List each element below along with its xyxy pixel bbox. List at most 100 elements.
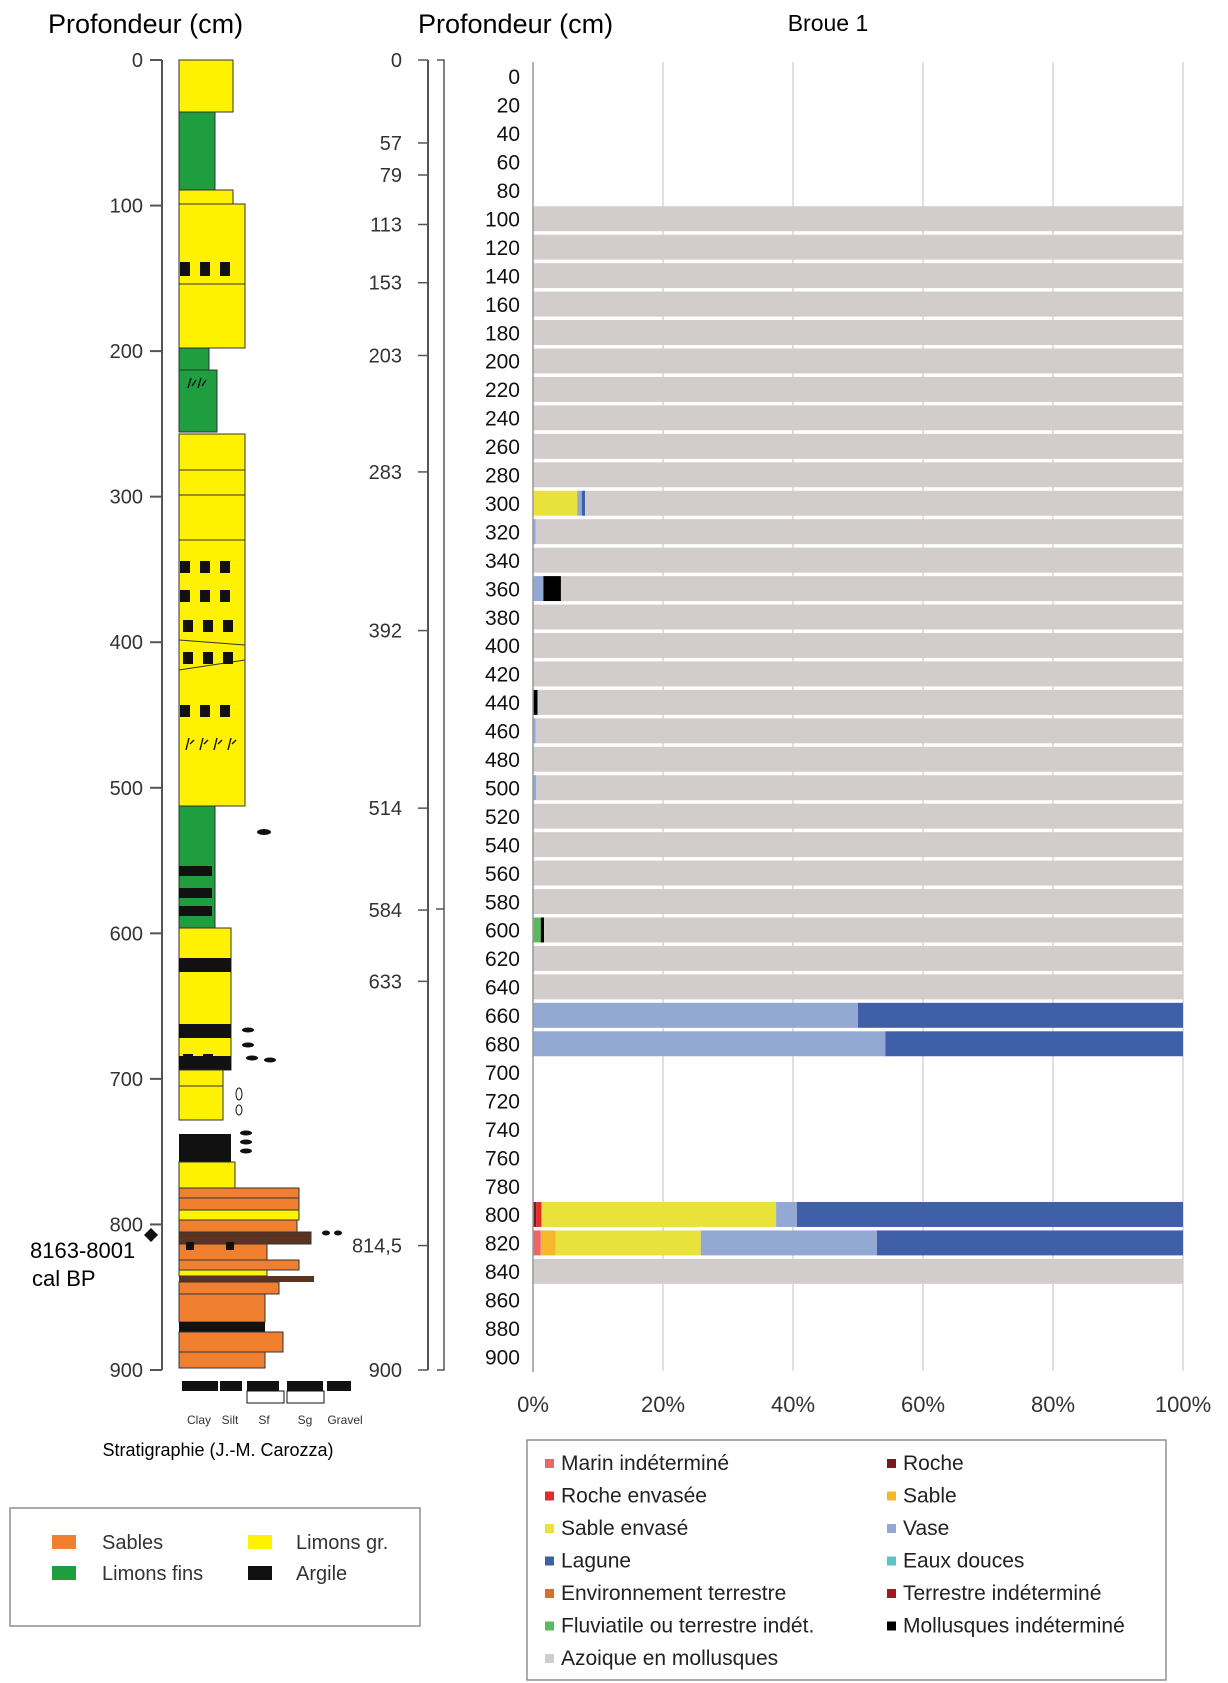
category-label: 660 — [485, 1005, 520, 1028]
layer-sables — [178, 1293, 266, 1323]
category-label: 820 — [485, 1233, 520, 1256]
bar-segment — [577, 490, 582, 516]
category-label: 220 — [485, 379, 520, 402]
bar-segment — [533, 803, 1183, 829]
layer-argile — [179, 1322, 265, 1332]
bar-segment — [533, 348, 1183, 374]
chart-bars — [533, 206, 1183, 1284]
samples-panel: Profondeur (cm) 0 57 79 113 153 203 283 392 514 5… — [352, 9, 613, 1382]
layer-boundary — [178, 659, 246, 671]
chart-legend: Marin indéterminé Roche Roche envasée Sable… — [545, 1452, 1125, 1670]
category-label: 880 — [485, 1318, 520, 1341]
strat-square-symbols — [180, 262, 234, 1250]
x-tick-label: 80% — [1031, 1392, 1075, 1417]
bar-segment — [533, 633, 1183, 658]
category-label: 840 — [485, 1261, 520, 1284]
sample-tick-label: 814,5 — [352, 1236, 402, 1258]
strat-ticks: 0 100 200 300 400 500 600 700 800 900 — [110, 50, 162, 1382]
bar-segment — [533, 1031, 886, 1057]
chart-legend-box — [526, 1439, 1167, 1681]
bar-segment — [541, 1202, 777, 1227]
layer-argile — [179, 1024, 231, 1038]
category-label: 680 — [485, 1034, 520, 1057]
bar-segment — [700, 1230, 877, 1256]
legend-swatch — [545, 1654, 554, 1663]
bar-segment — [858, 1002, 1183, 1028]
layer-limons-gr — [178, 1161, 236, 1189]
sample-tick-label: 392 — [369, 621, 402, 643]
grain-label: Clay — [187, 1413, 211, 1427]
grain-label: Silt — [222, 1413, 239, 1427]
samples-bracket — [436, 59, 445, 1371]
layer-limons-gr — [178, 1209, 300, 1221]
category-label: 320 — [485, 521, 520, 544]
x-tick-label: 20% — [641, 1392, 685, 1417]
strat-legend-swatch — [248, 1566, 272, 1580]
bar-segment — [533, 519, 536, 545]
bar-segment — [585, 490, 1183, 516]
shell-outline-symbols — [235, 1087, 243, 1116]
strat-tick-label: 200 — [110, 341, 143, 363]
x-tick-label: 100% — [1155, 1392, 1211, 1417]
category-label: 180 — [485, 322, 520, 345]
legend-label: Roche — [903, 1452, 964, 1475]
category-label: 80 — [497, 180, 520, 203]
grain-size-scale — [182, 1381, 351, 1404]
bar-segment — [533, 433, 1183, 459]
legend-label: Lagune — [561, 1550, 631, 1573]
sample-tick-label: 79 — [380, 165, 402, 187]
bar-segment — [533, 718, 536, 744]
category-label: 860 — [485, 1290, 520, 1313]
legend-swatch — [545, 1589, 554, 1598]
category-label: 160 — [485, 294, 520, 317]
layer-sables — [178, 1187, 300, 1199]
bar-segment — [533, 547, 1183, 573]
bar-segment — [876, 1230, 1183, 1256]
bar-segment — [533, 974, 1183, 1000]
sample-tick-label: 514 — [369, 798, 402, 820]
category-label: 500 — [485, 777, 520, 800]
date-marker-icon — [144, 1228, 158, 1242]
bar-segment — [533, 1202, 537, 1227]
bar-segment — [533, 1258, 1183, 1284]
legend-swatch — [887, 1589, 896, 1598]
strat-legend-label: Argile — [296, 1563, 347, 1585]
legend-label: Fluviatile ou terrestre indét. — [561, 1615, 814, 1638]
bar-segment — [533, 604, 1183, 630]
layer-argile — [179, 958, 231, 972]
legend-swatch — [545, 1491, 554, 1501]
strat-tick-label: 500 — [110, 778, 143, 800]
stratigraphy-panel: Profondeur (cm) 0 100 200 300 400 500 600 700 80… — [9, 9, 421, 1627]
strat-column — [178, 59, 342, 1369]
legend-label: Roche envasée — [561, 1485, 707, 1508]
bar-segment — [536, 1202, 542, 1227]
sample-ticks: 0 57 79 113 153 203 283 392 514 584 633 814,5 900 — [352, 50, 428, 1382]
legend-swatch — [887, 1459, 896, 1468]
layer-limons-gr — [178, 189, 234, 205]
category-label: 580 — [485, 891, 520, 914]
layer-clay-band — [178, 1231, 312, 1245]
layer-sables — [178, 1351, 266, 1369]
sample-tick-label: 203 — [369, 345, 402, 367]
bar-segment — [776, 1202, 797, 1227]
strat-legend-swatch — [248, 1535, 272, 1549]
strat-tick-label: 700 — [110, 1069, 143, 1091]
layer-limons-gr — [178, 927, 232, 1071]
category-label: 540 — [485, 834, 520, 857]
layer-limons-gr — [178, 1085, 224, 1121]
bar-segment — [536, 775, 1183, 801]
legend-label: Terrestre indéterminé — [903, 1582, 1101, 1605]
bar-segment — [533, 320, 1183, 345]
x-tick-label: 0% — [517, 1392, 549, 1417]
bar-segment — [533, 945, 1183, 971]
sample-tick-label: 283 — [369, 462, 402, 484]
grain-label: Gravel — [327, 1413, 362, 1427]
legend-swatch — [545, 1621, 554, 1631]
strat-legend-label: Limons fins — [102, 1563, 203, 1585]
layer-limons-fins — [178, 111, 216, 191]
category-label: 520 — [485, 806, 520, 829]
strat-legend-label: Limons gr. — [296, 1532, 388, 1554]
samples-axis-title: Profondeur (cm) — [418, 9, 613, 39]
sample-tick-label: 113 — [370, 214, 402, 236]
